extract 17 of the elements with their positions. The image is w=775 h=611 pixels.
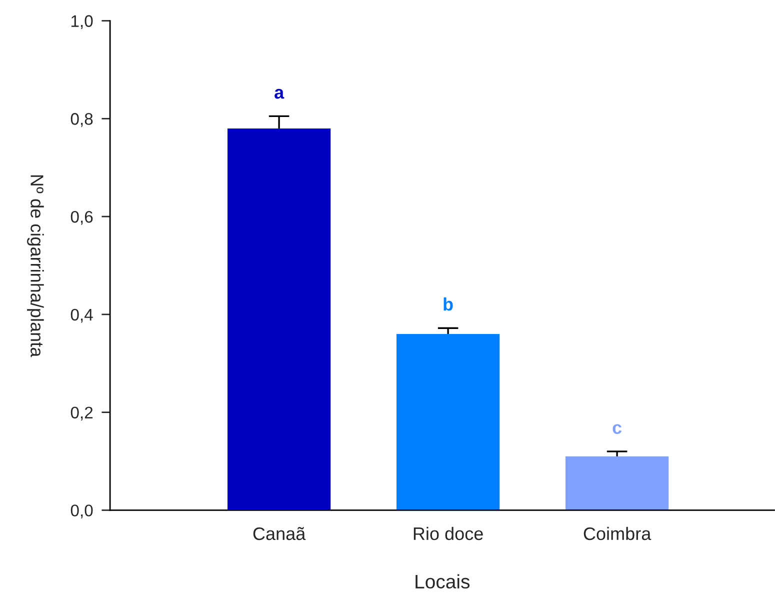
annotation: b — [444, 297, 453, 311]
y-axis-title: Nº de cigarrinha/planta — [27, 175, 44, 358]
x-tick-label: Rio doce — [414, 526, 483, 540]
y-tick-label: 0,0 — [70, 504, 93, 518]
x-tick-label: Coimbra — [584, 526, 652, 540]
y-tick-label: 0,8 — [70, 113, 93, 127]
x-tick-label: Canaã — [253, 526, 306, 540]
annotation: a — [274, 88, 284, 99]
y-tick-label: 0,6 — [70, 210, 93, 225]
y-tick-label: 1,0 — [71, 15, 93, 29]
annotation: c — [612, 424, 622, 434]
bar — [566, 456, 669, 510]
bar — [228, 128, 331, 510]
y-tick-label: 0,2 — [70, 406, 93, 420]
bar — [396, 334, 500, 510]
x-axis-title: Locais — [416, 574, 470, 589]
y-tick-label: 0,4 — [70, 308, 93, 323]
